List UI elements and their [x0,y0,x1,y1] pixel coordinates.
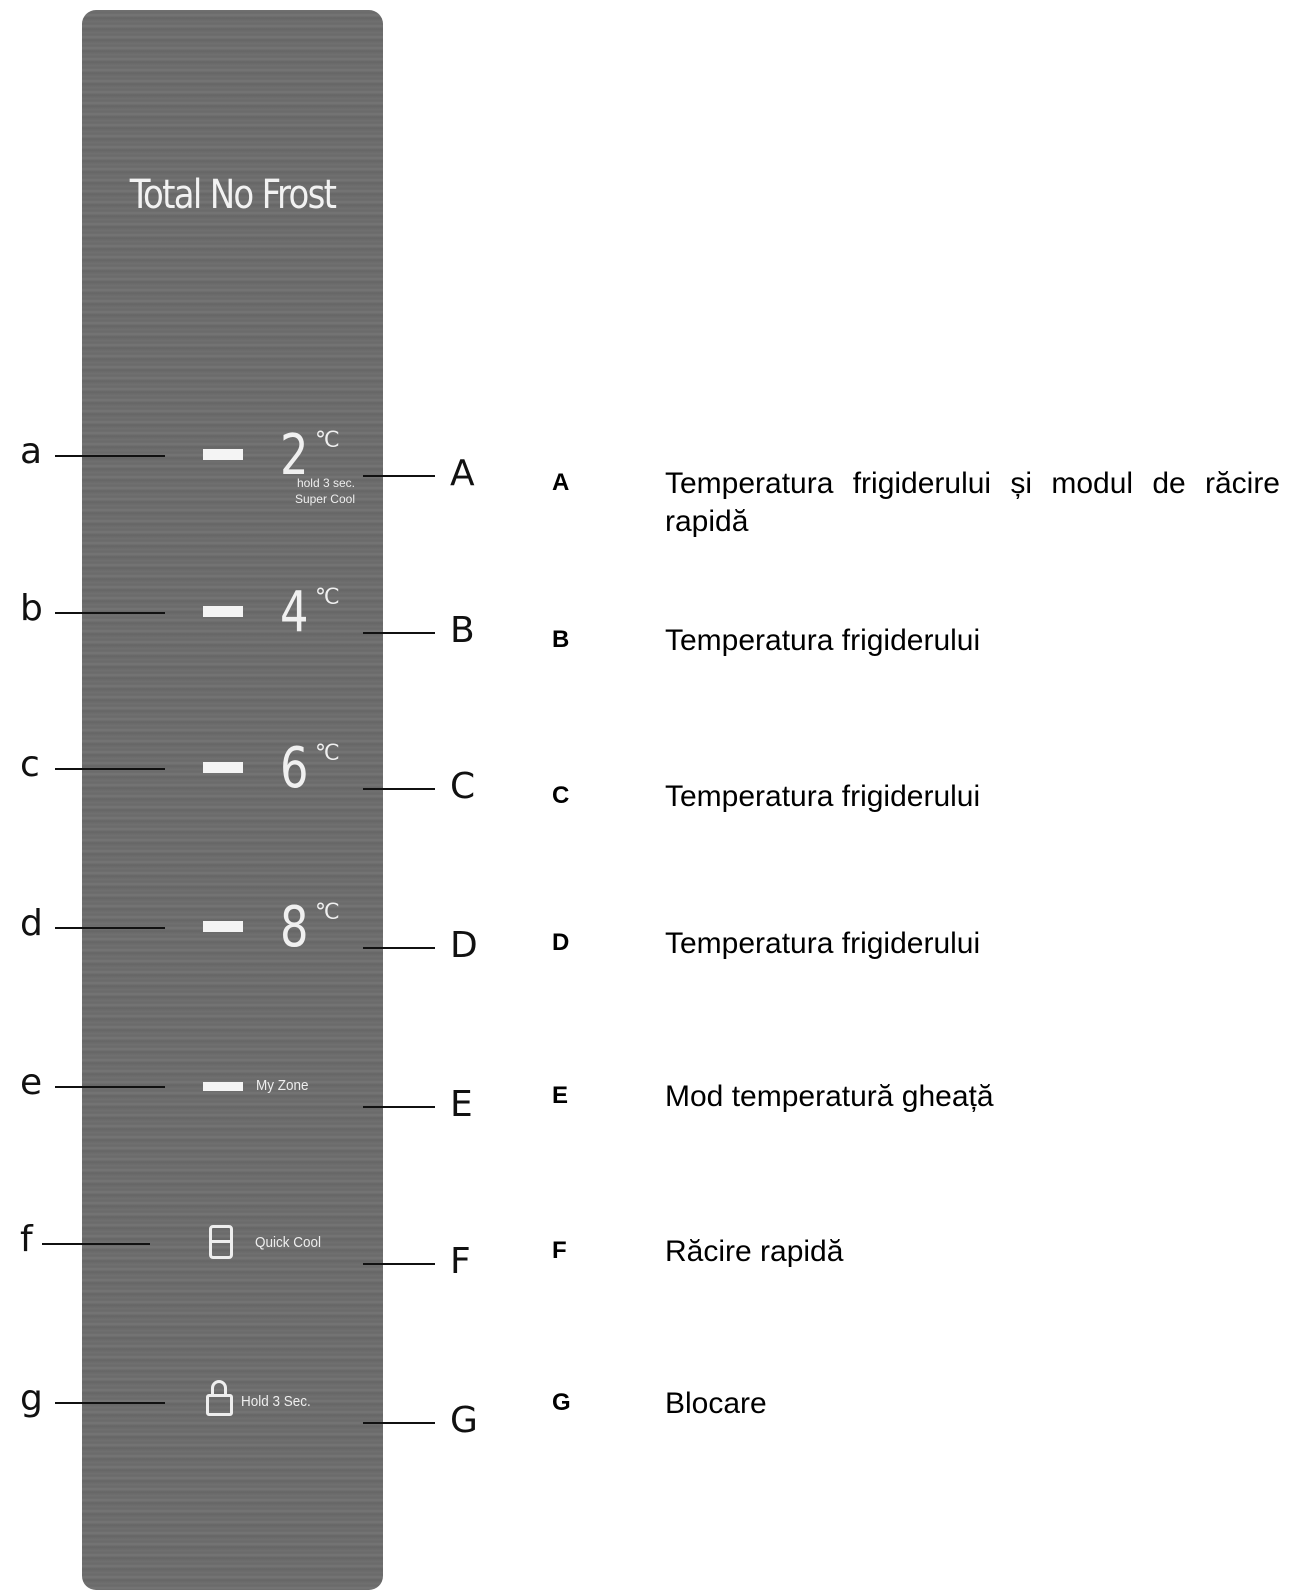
right-leader [363,1263,435,1265]
right-letter: F [450,1241,471,1282]
unit: ℃ [315,899,340,925]
button-label: Hold 3 Sec. [241,1393,311,1410]
legend-text: Temperatura frigiderului și modul de răc… [665,465,1280,541]
left-leader [55,927,165,929]
page: Total No Frost (() => { const data = JSO… [0,0,1293,1566]
right-leader [363,1422,435,1424]
left-letter: g [20,1378,43,1419]
left-letter: a [20,431,42,472]
button-label: My Zone [256,1077,309,1094]
left-leader [55,455,165,457]
legend-key: G [552,1389,571,1417]
lock-body [206,1394,233,1416]
left-leader [55,612,165,614]
legend-key: C [552,782,569,810]
temperature: 8 [280,895,309,960]
indicator [203,606,243,617]
fridge-divider [212,1240,230,1243]
legend-key: A [552,469,569,497]
left-leader [55,768,165,770]
right-leader [363,475,435,477]
left-leader [55,1402,165,1404]
right-leader [363,947,435,949]
legend-text: Mod temperatură gheață [665,1078,1280,1116]
legend-key: D [552,929,569,957]
legend-text: Răcire rapidă [665,1233,1280,1271]
panel-title: Total No Frost [105,172,361,218]
legend-key: E [552,1082,568,1110]
indicator [203,921,243,932]
right-leader [363,788,435,790]
right-letter: C [450,766,475,807]
indicator [203,762,243,773]
left-letter: c [20,744,40,785]
temperature: 6 [280,736,309,801]
right-letter: B [450,610,475,651]
right-letter: D [450,925,478,966]
left-letter: b [20,588,43,629]
temperature: 4 [280,580,309,645]
unit: ℃ [315,740,340,766]
right-letter: A [450,453,475,494]
caption: hold 3 sec. [245,475,355,491]
control-panel [82,10,383,1590]
legend-text: Temperatura frigiderului [665,622,1280,660]
right-letter: E [450,1084,473,1125]
indicator [203,449,243,460]
left-leader [42,1243,150,1245]
left-letter: f [20,1219,33,1260]
legend-key: F [552,1237,567,1265]
indicator [203,1082,243,1091]
left-letter: e [20,1062,42,1103]
left-letter: d [20,903,43,944]
unit: ℃ [315,584,340,610]
legend-text: Temperatura frigiderului [665,778,1280,816]
left-leader [55,1086,165,1088]
right-leader [363,1106,435,1108]
right-leader [363,632,435,634]
legend-text: Temperatura frigiderului [665,925,1280,963]
button-label: Quick Cool [255,1234,321,1251]
legend-text: Blocare [665,1385,1280,1423]
caption: Super Cool [245,491,355,507]
fridge-icon [209,1225,233,1259]
unit: ℃ [315,427,340,453]
right-letter: G [450,1400,478,1441]
legend-key: B [552,626,569,654]
